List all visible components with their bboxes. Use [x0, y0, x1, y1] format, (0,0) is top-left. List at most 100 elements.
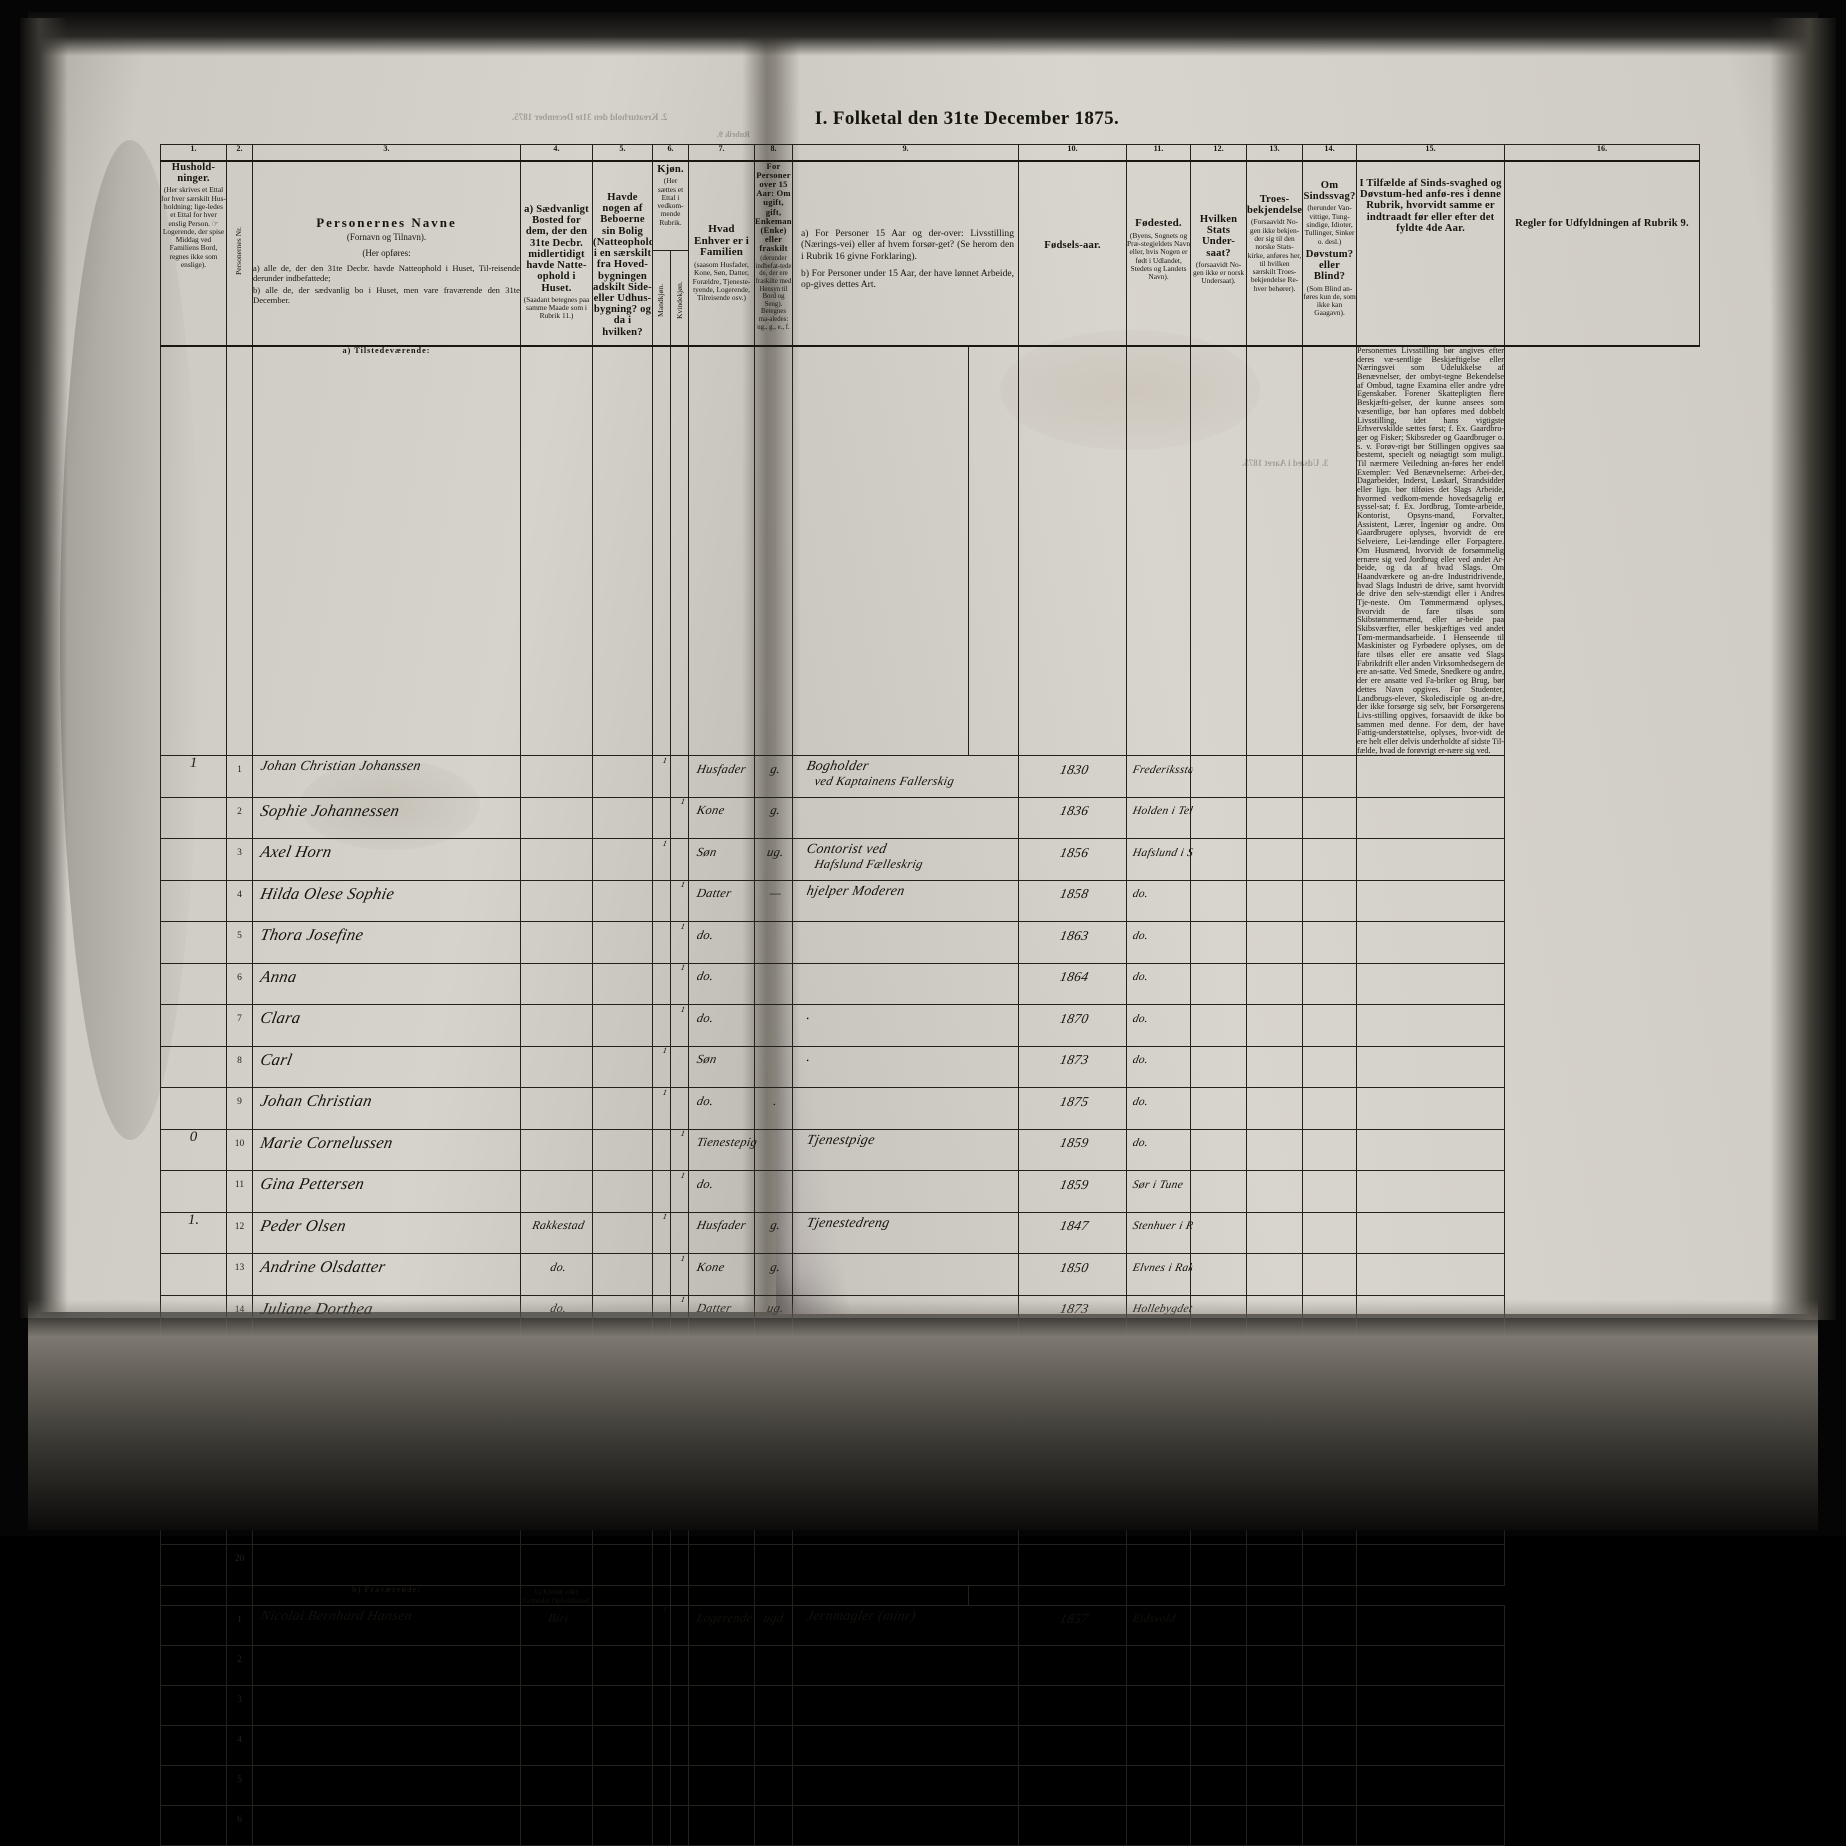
cell-tilfaelde[interactable] [1356, 1253, 1506, 1296]
cell-fodselsaar[interactable]: 1847 [1014, 1212, 1131, 1254]
cell-tilfaelde[interactable] [1356, 755, 1506, 798]
cell-troesbekjendelse[interactable] [1246, 1253, 1304, 1296]
cell-bosted[interactable] [516, 1004, 597, 1047]
table-row[interactable]: 1 Nicolai Bernhard Hansen Biri 1 Logerende ug… [160, 1604, 1700, 1646]
cell-civilstand[interactable]: g. [750, 1212, 797, 1254]
cell-sindssvag[interactable] [1302, 1604, 1358, 1646]
cell-statsundersaat[interactable] [1190, 1543, 1248, 1587]
table-row[interactable]: 0 10 Marie Cornelussen 1 Tienestepige Tjenest… [160, 1128, 1700, 1172]
cell-civilstand[interactable] [750, 1685, 797, 1726]
cell-fodested[interactable]: do. [1122, 963, 1195, 1005]
table-row[interactable]: 9 Johan Christian 1 do.. 1875 do. [160, 1087, 1700, 1130]
cell-sindssvag[interactable] [1302, 1211, 1358, 1255]
cell-livsstilling[interactable]: Tjenestedreng [792, 1211, 1020, 1255]
cell-tilfaelde[interactable] [1356, 1128, 1506, 1172]
cell-statsundersaat[interactable] [1190, 1211, 1248, 1255]
cell-tilfaelde[interactable] [1356, 1684, 1506, 1726]
cell-name[interactable] [252, 1543, 521, 1587]
cell-bolig[interactable] [592, 921, 653, 964]
cell-name[interactable]: Johan Christian [252, 1087, 521, 1130]
cell-civilstand[interactable] [750, 1725, 797, 1766]
table-row[interactable]: 4 [160, 1724, 1700, 1766]
cell-sindssvag[interactable] [1302, 1804, 1358, 1846]
cell-fodselsaar[interactable]: 1836 [1014, 797, 1131, 839]
cell-sindssvag[interactable] [1302, 796, 1358, 840]
cell-fodested[interactable] [1122, 1765, 1195, 1806]
cell-bosted[interactable]: do. [516, 1253, 597, 1296]
cell-fodested[interactable] [1122, 1645, 1195, 1686]
cell-bosted[interactable] [516, 838, 597, 881]
cell-sindssvag[interactable] [1302, 1087, 1358, 1130]
cell-name[interactable]: Clara [252, 1004, 521, 1047]
cell-fodselsaar[interactable]: 1856 [1014, 838, 1131, 881]
cell-person-nr[interactable]: 12 [226, 1211, 253, 1255]
cell-bosted[interactable] [516, 1170, 597, 1213]
cell-livsstilling[interactable] [792, 1087, 1020, 1130]
cell-troesbekjendelse[interactable] [1246, 1004, 1304, 1047]
cell-fodselsaar[interactable]: 1857 [1014, 1605, 1131, 1646]
table-row[interactable]: 1. 12 Peder Olsen Rakkestad 1 Husfader g. Tjene… [160, 1211, 1700, 1255]
cell-tilfaelde[interactable] [1356, 1644, 1506, 1686]
cell-livsstilling[interactable]: Jernmagler (minr) [792, 1604, 1020, 1646]
cell-fodested[interactable]: do. [1122, 1004, 1195, 1047]
cell-bolig[interactable] [592, 1253, 653, 1296]
cell-fodselsaar[interactable]: 1863 [1014, 921, 1131, 964]
cell-familie[interactable]: Husfader [684, 755, 759, 798]
cell-livsstilling[interactable] [792, 1724, 1020, 1766]
cell-statsundersaat[interactable] [1190, 1004, 1248, 1047]
cell-familie[interactable] [684, 1645, 759, 1686]
cell-fodested[interactable]: Sør i Tune [1122, 1170, 1195, 1213]
table-row[interactable]: 6 [160, 1804, 1700, 1846]
cell-statsundersaat[interactable] [1190, 1644, 1248, 1686]
cell-civilstand[interactable] [750, 1004, 797, 1047]
cell-husholdning[interactable] [160, 1804, 227, 1846]
cell-person-nr[interactable]: 2 [226, 1644, 253, 1686]
cell-statsundersaat[interactable] [1190, 1170, 1248, 1213]
cell-husholdning[interactable] [160, 1045, 227, 1089]
cell-name[interactable]: Hilda Olese Sophie [252, 879, 521, 923]
cell-bolig[interactable] [592, 838, 653, 881]
table-row[interactable]: 3 [160, 1684, 1700, 1726]
cell-statsundersaat[interactable] [1190, 962, 1248, 1006]
cell-husholdning[interactable] [160, 1644, 227, 1686]
cell-husholdning[interactable] [160, 1087, 227, 1130]
cell-statsundersaat[interactable] [1190, 1045, 1248, 1089]
table-row[interactable]: 8 Carl 1 Søn. 1873 do. [160, 1045, 1700, 1089]
cell-statsundersaat[interactable] [1190, 1087, 1248, 1130]
cell-person-nr[interactable]: 1 [226, 755, 253, 798]
cell-person-nr[interactable]: 8 [226, 1045, 253, 1089]
cell-husholdning[interactable] [160, 838, 227, 881]
table-row[interactable]: 7 Clara 1 do.. 1870 do. [160, 1004, 1700, 1047]
cell-husholdning[interactable]: 1 [160, 755, 227, 798]
cell-bosted[interactable] [516, 921, 597, 964]
cell-fodested[interactable] [1122, 1725, 1195, 1766]
cell-tilfaelde[interactable] [1356, 1045, 1506, 1089]
cell-tilfaelde[interactable] [1356, 1724, 1506, 1766]
cell-name[interactable]: Johan Christian Johanssen [252, 755, 521, 798]
cell-bolig[interactable] [592, 1684, 653, 1726]
table-row[interactable]: 6 Anna 1 do. 1864 do. [160, 962, 1700, 1006]
cell-bolig[interactable] [592, 1604, 653, 1646]
cell-livsstilling[interactable] [792, 796, 1020, 840]
cell-fodselsaar[interactable]: 1864 [1014, 963, 1131, 1005]
cell-sindssvag[interactable] [1302, 1644, 1358, 1686]
cell-name[interactable]: Axel Horn [252, 838, 521, 881]
cell-civilstand[interactable]: g. [750, 755, 797, 798]
cell-person-nr[interactable]: 6 [226, 1804, 253, 1846]
cell-person-nr[interactable]: 10 [226, 1128, 253, 1172]
cell-civilstand[interactable] [750, 1170, 797, 1213]
cell-troesbekjendelse[interactable] [1246, 879, 1304, 923]
cell-name[interactable] [252, 1724, 521, 1766]
cell-civilstand[interactable] [750, 1645, 797, 1686]
cell-bolig[interactable] [592, 879, 653, 923]
cell-fodselsaar[interactable]: 1873 [1014, 1046, 1131, 1088]
cell-statsundersaat[interactable] [1190, 1253, 1248, 1296]
cell-familie[interactable] [684, 1544, 759, 1586]
cell-person-nr[interactable]: 4 [226, 879, 253, 923]
cell-troesbekjendelse[interactable] [1246, 1128, 1304, 1172]
cell-statsundersaat[interactable] [1190, 1764, 1248, 1806]
cell-livsstilling[interactable]: Bogholder ved Kaptainens Fallerskig [792, 755, 1020, 798]
cell-husholdning[interactable] [160, 1543, 227, 1587]
cell-livsstilling[interactable] [792, 1684, 1020, 1726]
cell-husholdning[interactable] [160, 962, 227, 1006]
